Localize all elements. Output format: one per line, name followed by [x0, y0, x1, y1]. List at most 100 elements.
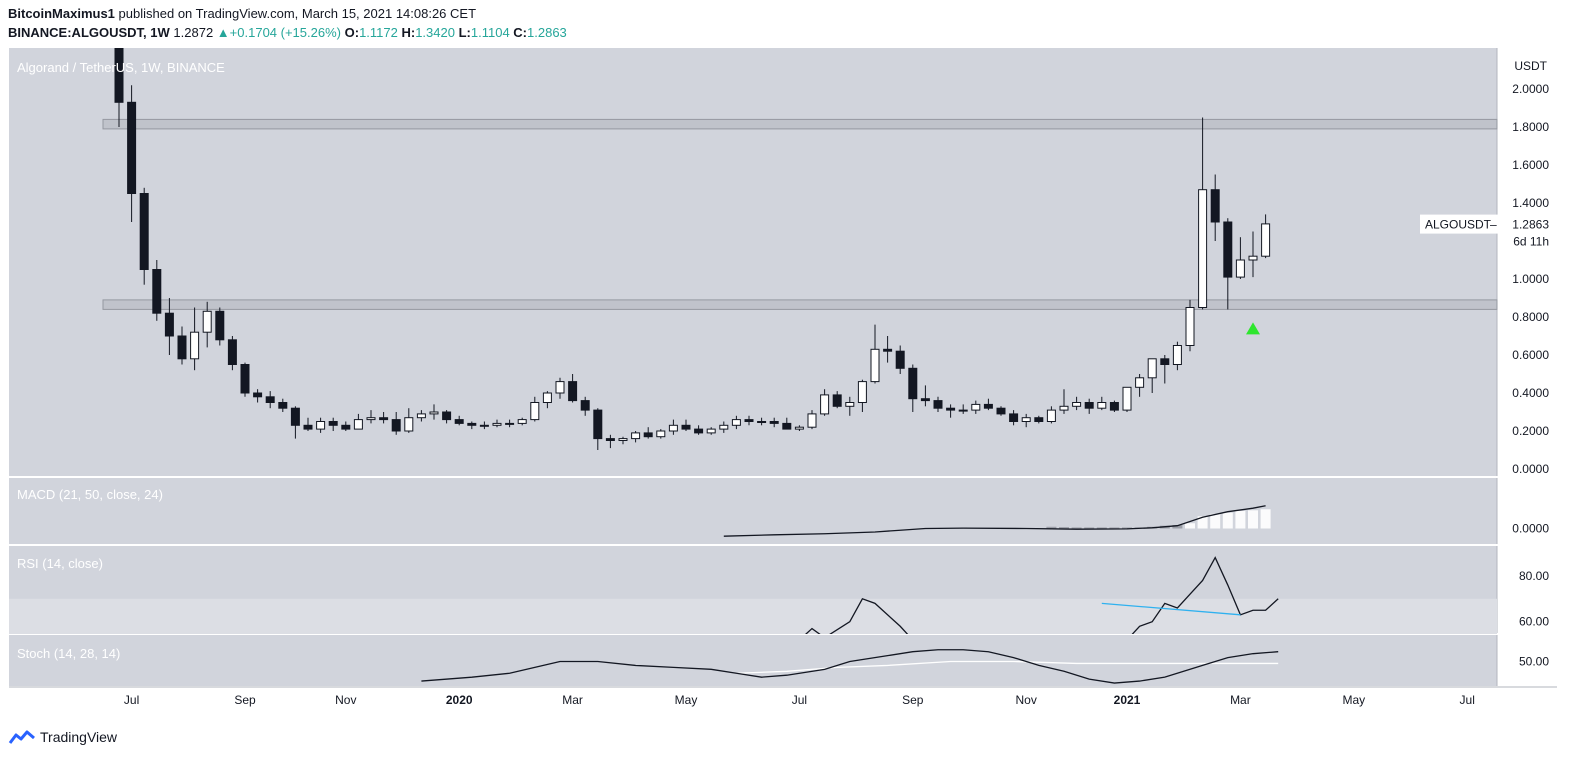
candle-up[interactable]: [1198, 189, 1208, 308]
candle-up[interactable]: [731, 419, 741, 426]
candle-down[interactable]: [694, 428, 704, 434]
candle-down[interactable]: [379, 417, 389, 421]
candle-up[interactable]: [555, 381, 565, 394]
candle-up[interactable]: [542, 392, 552, 403]
candle-up[interactable]: [479, 424, 489, 427]
candle-up[interactable]: [668, 424, 678, 432]
candle-up[interactable]: [202, 310, 212, 333]
candle-down[interactable]: [164, 312, 174, 337]
candle-down[interactable]: [391, 419, 401, 432]
candle-down[interactable]: [782, 422, 792, 430]
candle-down[interactable]: [933, 400, 943, 409]
candle-down[interactable]: [883, 348, 893, 352]
candle-up[interactable]: [857, 381, 867, 404]
rsi-y-tick: 80.00: [1519, 569, 1549, 583]
candle-up[interactable]: [1185, 307, 1195, 346]
candle-up[interactable]: [404, 417, 414, 432]
candle-down[interactable]: [454, 419, 464, 424]
candle-down[interactable]: [920, 398, 930, 402]
candle-up[interactable]: [1046, 409, 1056, 423]
y-tick-label: 0.6000: [1512, 348, 1549, 362]
candle-up[interactable]: [505, 422, 515, 425]
candle-down[interactable]: [744, 419, 754, 423]
candle-up[interactable]: [757, 421, 767, 423]
candle-down[interactable]: [1109, 402, 1119, 411]
candle-down[interactable]: [240, 364, 250, 394]
candle-down[interactable]: [593, 409, 603, 440]
candle-up[interactable]: [1248, 255, 1258, 261]
candle-down[interactable]: [832, 394, 842, 407]
candle-down[interactable]: [152, 269, 162, 314]
candle-down[interactable]: [1223, 221, 1233, 278]
candle-up[interactable]: [820, 394, 830, 415]
stoch-pane-bg: [9, 634, 1497, 687]
candle-down[interactable]: [568, 381, 578, 402]
candle-down[interactable]: [127, 101, 137, 194]
candle-up[interactable]: [353, 419, 363, 430]
candle-down[interactable]: [681, 424, 691, 430]
candle-up[interactable]: [1135, 377, 1145, 388]
candle-up[interactable]: [706, 428, 716, 434]
candle-up[interactable]: [416, 413, 426, 419]
candle-up[interactable]: [1147, 358, 1157, 379]
candle-up[interactable]: [190, 331, 200, 360]
candle-up[interactable]: [1097, 402, 1107, 409]
candle-down[interactable]: [290, 407, 300, 426]
candle-up[interactable]: [366, 417, 376, 421]
candle-down[interactable]: [769, 421, 779, 424]
candle-up[interactable]: [1261, 223, 1271, 257]
y-tick-label: 0.2000: [1512, 424, 1549, 438]
candle-down[interactable]: [580, 400, 590, 411]
candle-down[interactable]: [265, 396, 275, 403]
candle-up[interactable]: [794, 426, 804, 430]
candle-down[interactable]: [946, 407, 956, 411]
candle-down[interactable]: [341, 424, 351, 430]
candle-up[interactable]: [631, 432, 641, 440]
candle-down[interactable]: [442, 411, 452, 421]
candle-down[interactable]: [227, 339, 237, 365]
candle-down[interactable]: [139, 193, 149, 270]
open-label: O:: [344, 25, 360, 40]
candle-up[interactable]: [971, 403, 981, 411]
candle-down[interactable]: [328, 421, 338, 426]
candle-up[interactable]: [807, 413, 817, 428]
candle-up[interactable]: [1059, 405, 1069, 411]
candle-up[interactable]: [1172, 345, 1182, 365]
candle-down[interactable]: [908, 367, 918, 400]
candle-up[interactable]: [429, 411, 439, 415]
candle-down[interactable]: [1009, 413, 1019, 422]
candle-up[interactable]: [958, 409, 968, 412]
author-name[interactable]: BitcoinMaximus1: [8, 6, 115, 21]
candle-down[interactable]: [605, 438, 615, 442]
candle-down[interactable]: [983, 403, 993, 409]
candle-up[interactable]: [1235, 259, 1245, 278]
candle-up[interactable]: [1122, 386, 1132, 411]
candle-down[interactable]: [278, 402, 288, 409]
candle-down[interactable]: [1084, 402, 1094, 409]
candle-down[interactable]: [996, 407, 1006, 415]
candle-down[interactable]: [303, 424, 313, 430]
candle-down[interactable]: [1034, 417, 1044, 423]
candle-up[interactable]: [316, 421, 326, 430]
candle-down[interactable]: [1210, 189, 1220, 223]
footer-brand[interactable]: TradingView: [8, 729, 117, 745]
candle-down[interactable]: [177, 335, 187, 360]
candle-down[interactable]: [643, 432, 653, 438]
candle-up[interactable]: [492, 422, 502, 426]
candle-down[interactable]: [467, 422, 477, 426]
candle-down[interactable]: [895, 350, 905, 369]
candle-up[interactable]: [618, 438, 628, 442]
candle-up[interactable]: [530, 402, 540, 421]
candle-down[interactable]: [114, 42, 124, 103]
candle-down[interactable]: [253, 392, 263, 398]
candle-up[interactable]: [517, 419, 527, 424]
candle-up[interactable]: [845, 402, 855, 407]
candle-up[interactable]: [1072, 402, 1082, 407]
candle-down[interactable]: [1160, 358, 1170, 365]
candle-up[interactable]: [1021, 417, 1031, 423]
candle-down[interactable]: [215, 310, 225, 341]
candle-up[interactable]: [870, 348, 880, 383]
candle-up[interactable]: [656, 430, 666, 438]
candle-up[interactable]: [719, 424, 729, 430]
